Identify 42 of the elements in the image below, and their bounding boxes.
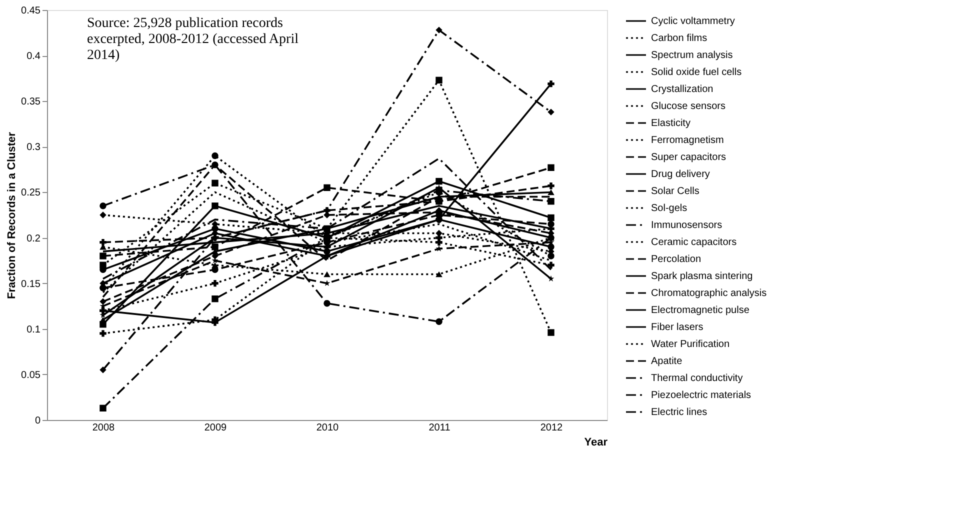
x-axis-title: Year xyxy=(584,436,608,448)
y-tick-label: 0.05 xyxy=(21,370,41,381)
annotation: Source: 25,928 publication records excerpted, 2008-2012 (accessed April 2014) xyxy=(87,16,299,63)
y-tick-label: 0.25 xyxy=(21,188,41,199)
x-tick-label: 2010 xyxy=(316,422,340,434)
y-tick-label: 0.1 xyxy=(26,324,41,336)
legend-label: Electric lines xyxy=(651,407,708,418)
x-tick-label: 2012 xyxy=(540,422,564,434)
legend-label: Sol-gels xyxy=(651,203,688,214)
legend-label: Apatite xyxy=(651,356,683,367)
legend-label: Piezoelectric materials xyxy=(651,390,752,401)
legend-label: Thermal conductivity xyxy=(651,373,743,384)
legend-label: Spectrum analysis xyxy=(651,50,733,61)
y-tick-label: 0.15 xyxy=(21,278,41,290)
legend-label: Percolation xyxy=(651,254,702,265)
legend-label: Cyclic voltammetry xyxy=(651,16,735,27)
legend-label: Crystallization xyxy=(651,84,714,95)
x-tick-label: 2011 xyxy=(428,422,451,434)
legend-label: Ferromagnetism xyxy=(651,135,724,146)
x-tick-label: 2009 xyxy=(204,422,228,434)
y-axis-title: Fraction of Records in a Cluster xyxy=(6,131,18,299)
y-tick-label: 0.2 xyxy=(26,233,41,244)
legend-label: Glucose sensors xyxy=(651,101,726,112)
y-tick-label: 0 xyxy=(34,416,41,426)
legend-label: Chromatographic analysis xyxy=(651,288,767,299)
x-tick-label: 2008 xyxy=(92,422,116,434)
legend-label: Elasticity xyxy=(651,118,690,129)
y-tick-label: 0.35 xyxy=(21,96,41,108)
legend-label: Super capacitors xyxy=(651,152,726,163)
y-tick-label: 0.3 xyxy=(26,142,41,154)
legend-label: Carbon films xyxy=(651,33,708,44)
y-tick-label: 0.45 xyxy=(21,6,41,16)
legend-label: Electromagnetic pulse xyxy=(651,305,750,316)
legend-label: Spark plasma sintering xyxy=(651,271,753,282)
y-tick-label: 0.4 xyxy=(26,51,41,62)
legend-label: Solid oxide fuel cells xyxy=(651,67,742,78)
legend-label: Fiber lasers xyxy=(651,322,704,333)
legend-label: Water Purification xyxy=(651,339,730,350)
legend-label: Drug delivery xyxy=(651,169,710,180)
legend-label: Immunosensors xyxy=(651,220,722,231)
legend-label: Solar Cells xyxy=(651,186,700,197)
legend-label: Ceramic capacitors xyxy=(651,237,737,248)
